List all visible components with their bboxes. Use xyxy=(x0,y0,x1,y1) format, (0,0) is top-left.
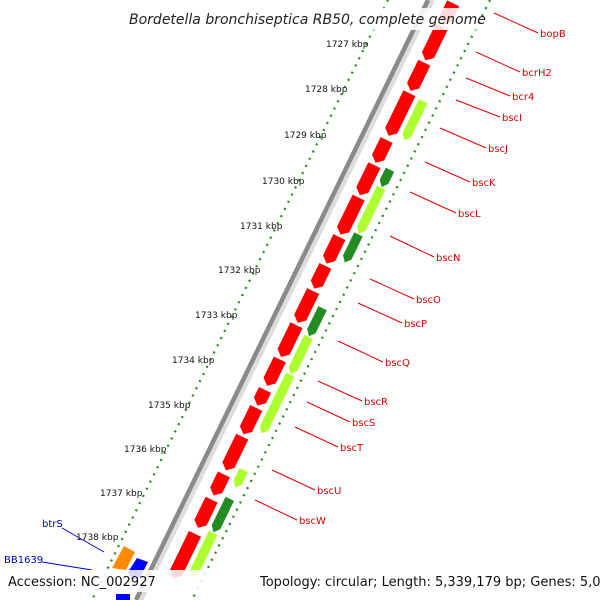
gene-label-bscP[interactable]: bscP xyxy=(404,319,427,330)
gene-label-bscU[interactable]: bscU xyxy=(317,486,341,497)
gene-label-bopB[interactable]: bopB xyxy=(540,29,566,40)
gene-label-bscR[interactable]: bscR xyxy=(364,397,388,408)
forward-gene-track xyxy=(169,0,460,579)
gene-label-bscK[interactable]: bscK xyxy=(472,178,496,189)
topology-text: Topology: circular; Length: 5,339,179 bp… xyxy=(259,575,600,590)
kbp-label: 1738 kbp xyxy=(76,533,119,543)
leader-line xyxy=(424,161,471,183)
gene-label-bscO[interactable]: bscO xyxy=(416,295,441,306)
backbone xyxy=(133,0,431,600)
cds-track xyxy=(189,98,429,579)
leader-line xyxy=(409,191,457,214)
gene-label-bscN[interactable]: bscN xyxy=(436,253,461,264)
forward-gene[interactable] xyxy=(209,470,231,497)
kbp-label: 1732 kbp xyxy=(218,266,261,276)
kbp-label: 1729 kbp xyxy=(284,131,327,141)
cds-segment[interactable] xyxy=(233,467,249,489)
gene-label-btrS[interactable]: btrS xyxy=(42,519,63,530)
leader-line xyxy=(337,340,384,363)
forward-gene[interactable] xyxy=(336,193,366,236)
forward-gene[interactable] xyxy=(193,495,219,529)
kbp-label: 1728 kbp xyxy=(305,85,348,95)
kbp-label: 1735 kbp xyxy=(148,401,191,411)
gene-label-bscJ[interactable]: bscJ xyxy=(488,144,508,155)
forward-gene[interactable] xyxy=(239,404,264,436)
forward-gene[interactable] xyxy=(310,262,333,290)
forward-gene[interactable] xyxy=(355,161,382,196)
forward-gene[interactable] xyxy=(262,355,287,387)
leader-line xyxy=(369,278,415,300)
accession-text: Accession: NC_002927 xyxy=(8,575,156,590)
kbp-label: 1727 kbp xyxy=(326,40,369,50)
gene-label-BB1639[interactable]: BB1639 xyxy=(4,555,43,566)
leader-line xyxy=(294,426,339,448)
cds-segment[interactable] xyxy=(211,495,235,534)
leader-line xyxy=(271,469,316,491)
forward-gene[interactable] xyxy=(293,287,320,324)
leader-line xyxy=(439,127,487,149)
gene-label-bscL[interactable]: bscL xyxy=(458,209,481,220)
gene-label-bcr4[interactable]: bcr4 xyxy=(512,92,534,103)
kbp-label: 1733 kbp xyxy=(195,311,238,321)
leader-line xyxy=(357,302,403,324)
forward-gene[interactable] xyxy=(322,233,347,265)
kbp-label: 1731 kbp xyxy=(240,222,283,232)
cds-segment[interactable] xyxy=(379,166,395,188)
leader-line xyxy=(493,12,539,34)
forward-gene[interactable] xyxy=(276,321,304,358)
leader-line xyxy=(465,77,511,97)
gene-label-bscT[interactable]: bscT xyxy=(340,443,364,454)
cds-segment[interactable] xyxy=(288,334,314,375)
forward-gene[interactable] xyxy=(371,136,394,164)
kbp-label: 1734 kbp xyxy=(172,356,215,366)
cds-segment[interactable] xyxy=(342,231,364,264)
kbp-label: 1736 kbp xyxy=(124,445,167,455)
leader-line xyxy=(455,99,501,118)
kbp-label: 1737 kbp xyxy=(100,489,143,499)
leader-line xyxy=(61,527,105,553)
leader-line xyxy=(254,499,298,521)
cds-segment[interactable] xyxy=(356,184,387,235)
gene-blue-partial[interactable] xyxy=(116,594,130,600)
gene-btrS[interactable] xyxy=(112,546,135,570)
kbp-label: 1730 kbp xyxy=(262,177,305,187)
forward-gene[interactable] xyxy=(221,432,250,471)
leader-line xyxy=(389,235,435,258)
kbp-ruler: 1727 kbp 1728 kbp 1729 kbp 1730 kbp 1731… xyxy=(76,40,369,543)
forward-gene[interactable] xyxy=(406,58,432,92)
leader-line xyxy=(475,51,521,73)
cds-segment[interactable] xyxy=(259,371,296,435)
cds-segment[interactable] xyxy=(401,98,429,142)
gene-label-bscQ[interactable]: bscQ xyxy=(385,358,410,369)
cds-segment[interactable] xyxy=(306,305,328,338)
gene-label-bscW[interactable]: bscW xyxy=(299,516,326,527)
gene-label-bscS[interactable]: bscS xyxy=(352,418,375,429)
footer-bg xyxy=(0,570,600,592)
gene-labels-right: bopB bcrH2 bcr4 bscI bscJ bscK bscL bscN… xyxy=(254,12,566,527)
backbone-shadow xyxy=(137,0,435,600)
forward-gene[interactable] xyxy=(384,89,417,137)
map-title: Bordetella bronchiseptica RB50, complete… xyxy=(129,12,486,28)
gene-label-bcrH2[interactable]: bcrH2 xyxy=(522,68,552,79)
title-bg xyxy=(126,8,476,30)
leader-line xyxy=(306,401,351,423)
forward-gene[interactable] xyxy=(253,386,272,407)
leader-line xyxy=(41,561,93,571)
leader-line xyxy=(317,380,363,402)
gene-label-bscI[interactable]: bscI xyxy=(502,113,522,124)
